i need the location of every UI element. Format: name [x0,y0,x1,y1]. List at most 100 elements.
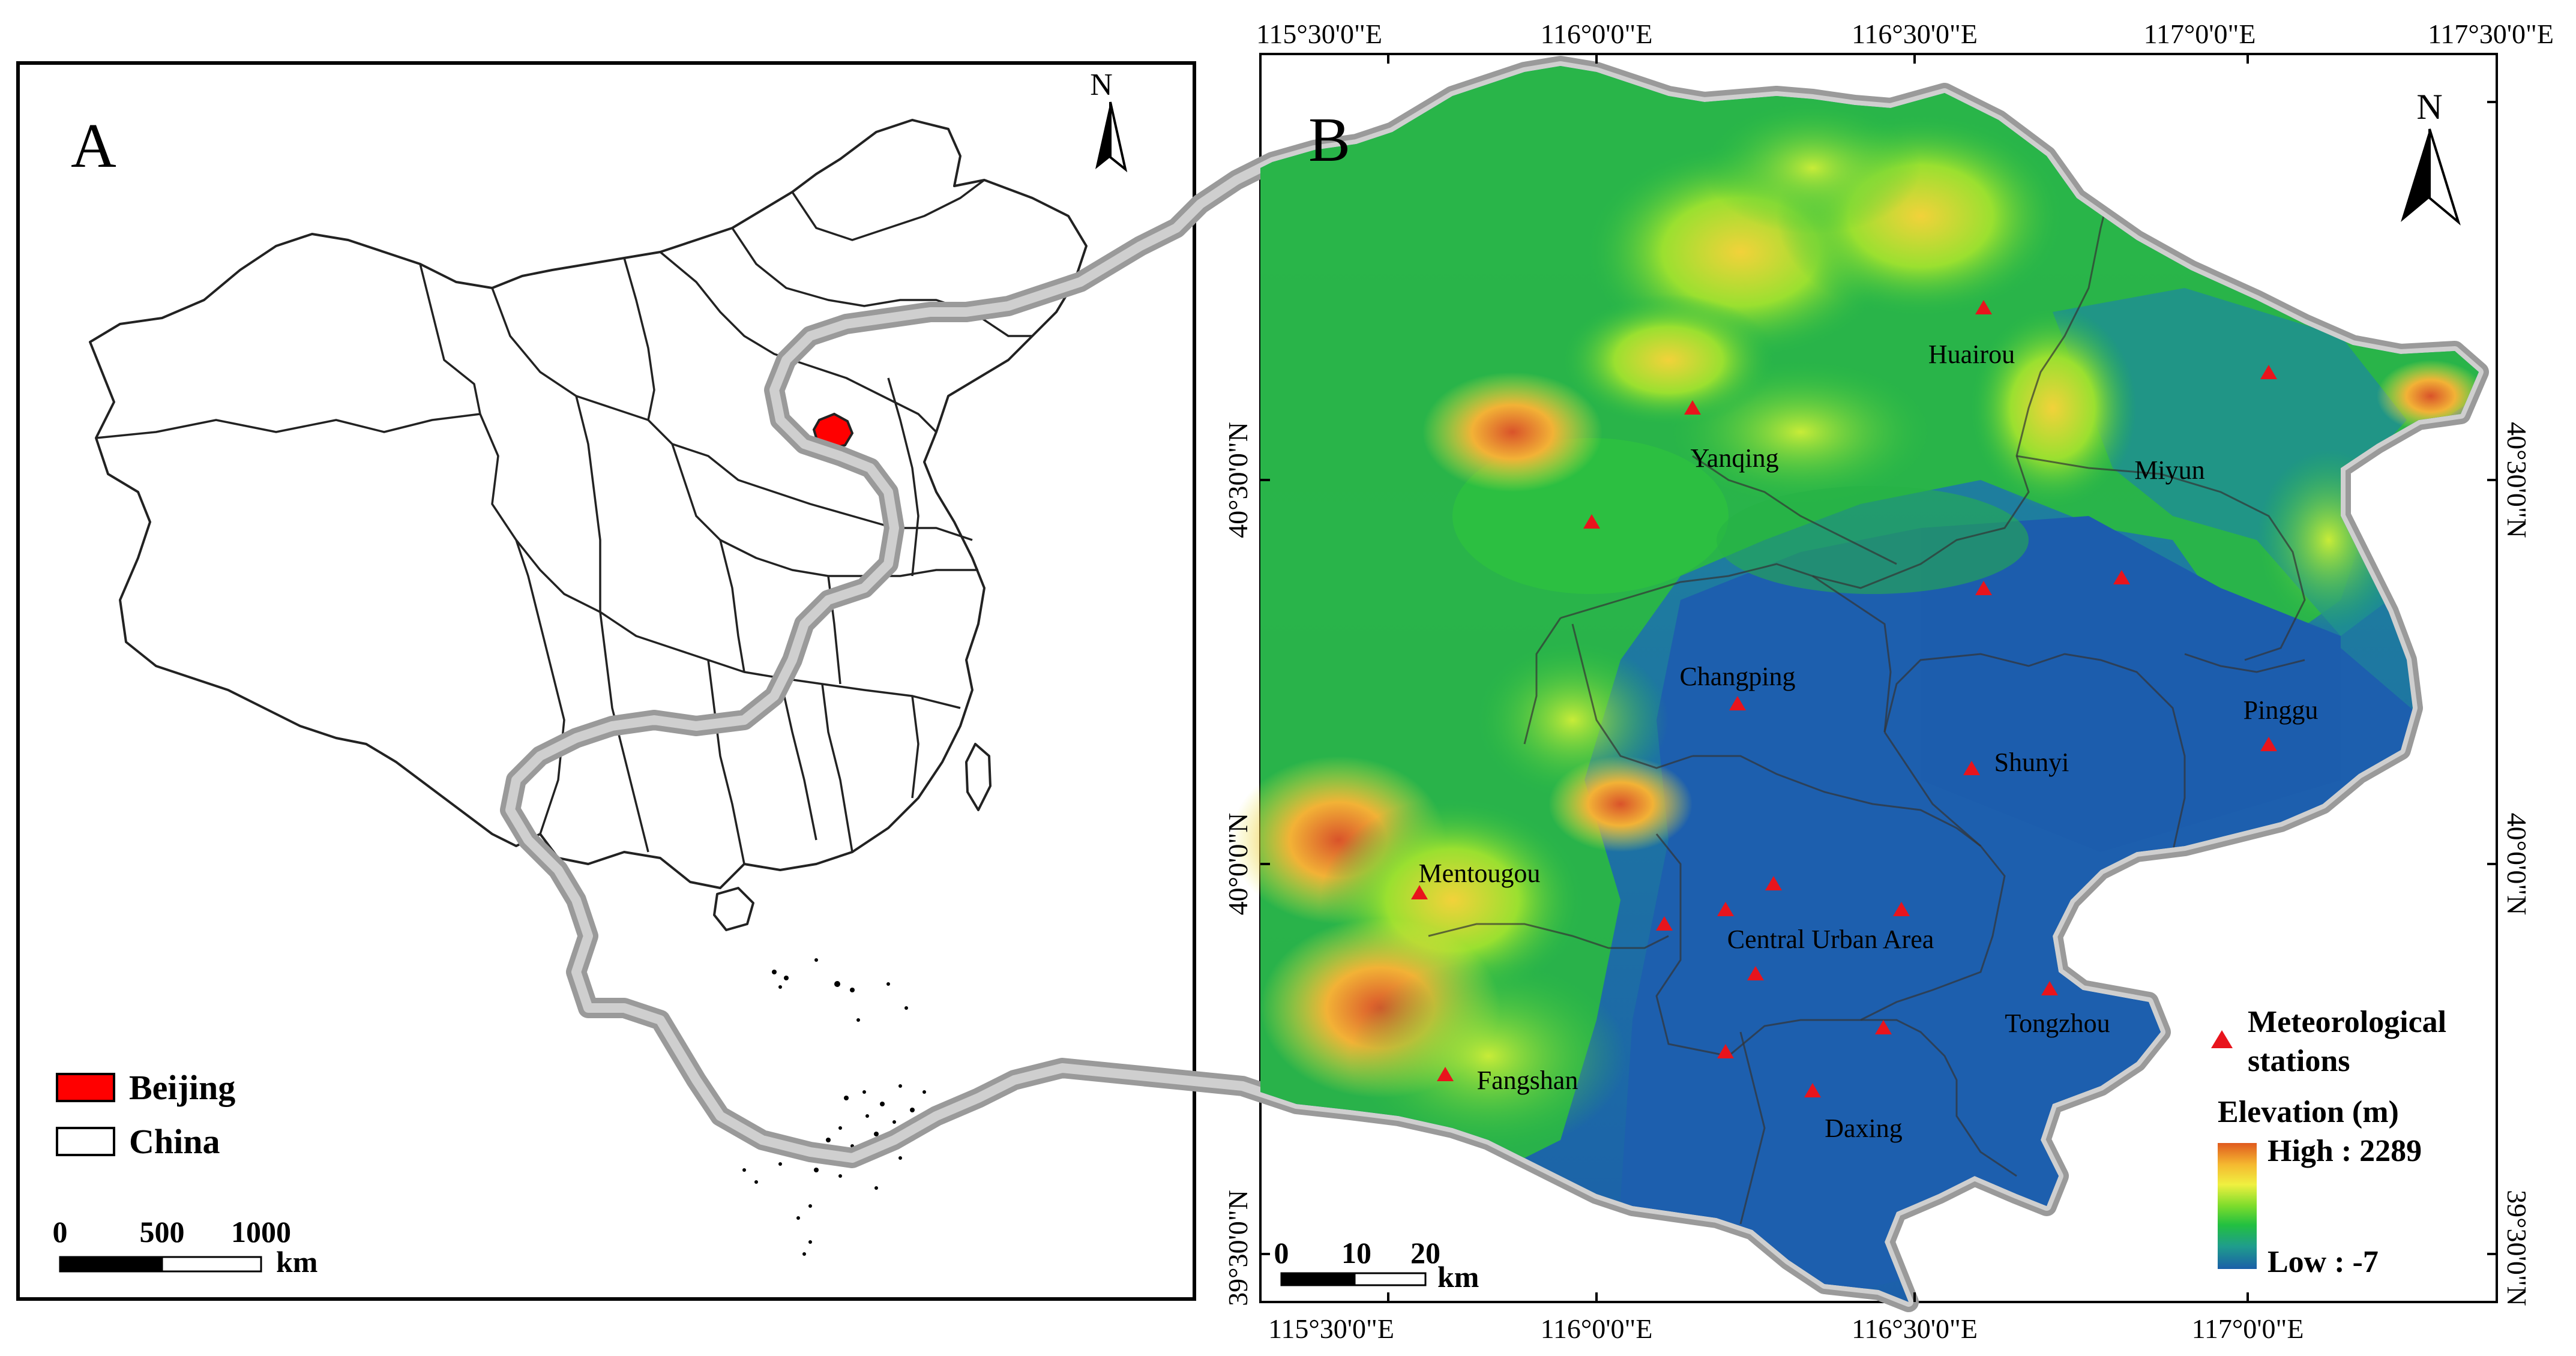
province-border [515,539,565,835]
bottom-axis-labels: 115°30'0"E 116°0'0"E 116°30'0"E 117°0'0"… [1268,1313,2304,1344]
station-marker [1804,1083,1821,1097]
district-border [1692,455,1897,565]
label-tongzhou: Tongzhou [2005,1009,2110,1038]
peak-changping-2 [1548,756,1693,852]
slope-foothill [1717,486,2029,594]
district-border [1812,575,1892,733]
scale-seg-black [1280,1272,1356,1286]
district-border [1655,833,2017,1177]
taiwan-island [965,743,992,811]
peak-north-3 [1969,306,2137,510]
station-marker [2260,365,2277,379]
province-border [887,377,919,577]
district-border [1693,755,1981,847]
province-border [419,263,481,415]
legend-stations-line2: stations [2248,1044,2350,1078]
scale-bar-b: 0 10 20 km [1274,1236,1479,1294]
province-border [707,659,745,865]
scale-seg-white [161,1256,262,1273]
south-sea-islands [742,958,926,1256]
stations [1411,300,2277,1097]
scale-bar-a: 0 500 1000 km [53,1215,318,1279]
scale-seg-black [59,1256,163,1273]
label-shunyi: Shunyi [1994,748,2069,777]
district-border [1428,923,1669,949]
legend-swatch-beijing [56,1073,115,1102]
station-marker [2260,737,2277,751]
label-changping: Changping [1679,662,1795,691]
top-axis-labels: 115°30'0"E 116°0'0"E 116°30'0"E 117°0'0"… [1256,19,2554,49]
station-marker [1975,581,1992,595]
north-arrow-b: N [2401,87,2461,226]
label-mentougou: Mentougou [1419,859,1541,888]
scale-unit-a: km [276,1245,317,1279]
district-labels: Huairou Yanqing Miyun Changping Pinggu S… [1419,340,2319,1143]
tick-left: 39°30'0"N [1223,1190,1253,1306]
shunyi-plain [1921,516,2341,852]
station-marker [1893,902,1910,916]
province-border [575,395,601,612]
tick-top: 117°0'0"E [2144,19,2256,49]
station-marker [1963,761,1980,775]
tick-top: 116°0'0"E [1541,19,1653,49]
tick-bottom: 117°0'0"E [2192,1313,2304,1344]
label-huairou: Huairou [1928,340,2015,369]
tick-left: 40°30'0"N [1223,422,1253,538]
panel-a: A N [16,61,1196,1301]
province-border [821,683,853,853]
station-marker [1875,1020,1892,1034]
label-central-urban-area: Central Urban Area [1727,925,1934,954]
north-arrow-a: N [1090,68,1128,173]
legend-station-icon [2211,1030,2233,1048]
station-marker [2041,981,2058,995]
station-marker [1583,514,1600,529]
label-yanqing: Yanqing [1690,443,1778,473]
legend-elevation-high: High : 2289 [2268,1134,2422,1168]
tick-right: 40°30'0"N [2502,422,2532,538]
north-arrow-icon [1095,102,1110,169]
province-border [911,695,919,799]
province-border [779,677,817,841]
station-marker [1765,876,1782,890]
station-marker [1729,696,1746,710]
district-border [2184,653,2305,673]
district-border [1883,653,2186,853]
china-outline [89,119,1088,889]
station-marker [1411,885,1428,899]
peak-east [2377,360,2479,432]
station-marker [1975,300,1992,314]
scale-tick-500: 500 [140,1215,185,1249]
panel-b-label: B [1308,104,1350,175]
legend-label-beijing: Beijing [129,1068,235,1107]
panel-a-label: A [71,110,116,181]
north-arrow-icon-half [2428,128,2461,226]
scale-tick-20: 20 [1410,1236,1440,1270]
station-marker [1656,916,1673,931]
axis-ticks [1260,54,2497,1302]
peak-fangshan-2 [1350,960,1627,1152]
north-label-a: N [1090,68,1113,102]
tick-bottom: 115°30'0"E [1268,1313,1394,1344]
scale-tick-0: 0 [53,1215,68,1249]
station-marker [1747,966,1764,980]
province-border [479,413,961,709]
district-border [1739,1031,1766,1225]
legend-elevation-low: Low : -7 [2268,1245,2379,1279]
label-daxing: Daxing [1825,1114,1903,1143]
legend-label-china: China [129,1122,220,1161]
scale-tick-1000: 1000 [231,1215,291,1249]
label-pinggu: Pinggu [2243,695,2319,725]
label-fangshan: Fangshan [1477,1066,1578,1095]
north-arrow-icon-half [1109,101,1128,173]
tick-top: 115°30'0"E [1256,19,1382,49]
district-border [2016,455,2306,661]
province-border [731,227,1032,337]
hainan-island [713,887,754,931]
peak-yanqing-west [1422,372,1602,492]
label-miyun: Miyun [2134,455,2204,485]
district-border [1560,137,2126,619]
scale-seg-white [1353,1272,1427,1286]
legend-a: Beijing China [56,1068,235,1161]
province-border [623,257,655,421]
station-marker [1684,400,1701,415]
